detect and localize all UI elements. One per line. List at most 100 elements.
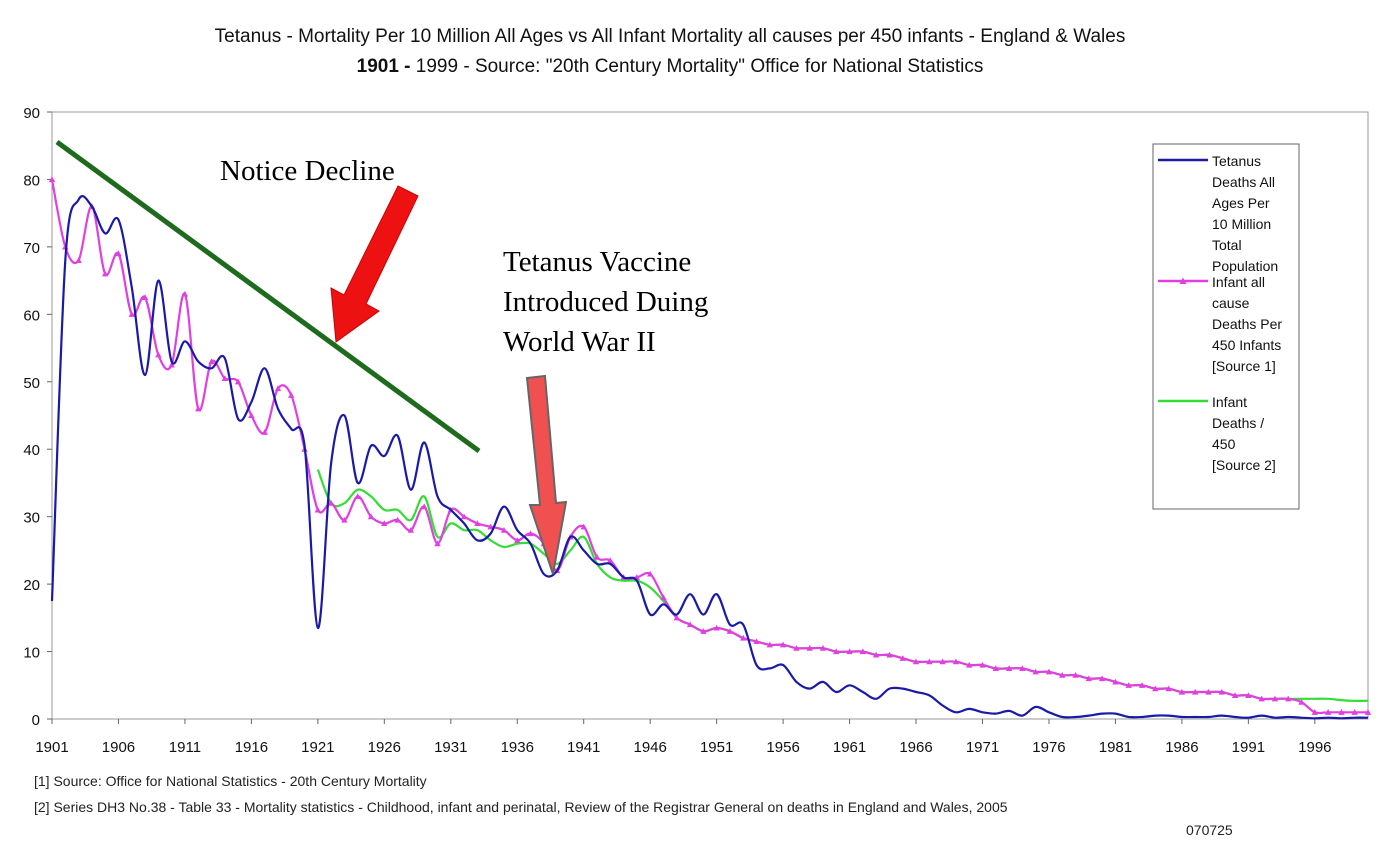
legend-label-line: Total	[1212, 237, 1242, 253]
data-point-marker	[181, 290, 189, 297]
arrows-group	[330, 185, 568, 575]
data-point-marker	[208, 358, 215, 365]
data-point-marker	[833, 648, 840, 655]
x-tick-label: 1961	[833, 739, 866, 756]
legend-label-line: Ages Per	[1212, 195, 1270, 211]
series-group	[48, 176, 1372, 720]
data-point-marker	[1178, 688, 1186, 695]
x-tick-label: 1951	[700, 739, 733, 756]
legend-label-line: Deaths All	[1212, 174, 1275, 190]
x-tick-label: 1981	[1099, 739, 1132, 756]
x-tick-label: 1996	[1298, 739, 1331, 756]
data-point-marker	[593, 553, 601, 560]
data-point-marker	[992, 665, 999, 671]
data-point-marker	[514, 537, 521, 543]
data-point-marker	[1191, 688, 1199, 695]
data-point-marker	[607, 557, 614, 564]
legend: Tetanus Deaths All Ages Per 10 Million Total…	[1152, 143, 1300, 510]
x-tick-label: 1901	[35, 739, 68, 756]
data-point-marker	[686, 621, 694, 628]
subtitle-bold: 1901 -	[356, 56, 411, 77]
data-point-marker	[101, 270, 109, 277]
x-tick-label: 1986	[1165, 739, 1198, 756]
y-tick-label: 80	[23, 172, 40, 189]
y-tick-label: 60	[23, 307, 40, 324]
data-point-marker	[713, 624, 720, 631]
legend-label-line: [Source 2]	[1212, 457, 1276, 473]
legend-label-line: 450 Infants	[1212, 337, 1281, 353]
x-tick-label: 1946	[633, 739, 666, 756]
data-point-marker	[766, 641, 774, 648]
annotation-vaccine-line: Tetanus Vaccine	[503, 246, 691, 278]
data-point-marker	[1338, 709, 1345, 715]
data-point-marker	[1285, 695, 1292, 702]
legend-label-line: Infant all	[1212, 274, 1265, 290]
data-point-marker	[886, 651, 893, 658]
data-point-marker	[314, 506, 322, 513]
data-point-marker	[1165, 685, 1172, 692]
data-point-marker	[779, 641, 787, 648]
x-tick-label: 1916	[235, 739, 268, 756]
data-point-marker	[407, 526, 415, 533]
data-point-marker	[1045, 668, 1053, 675]
axes: 1901 1906 1911 1916 1921 1926 1931 1936 1941 1946…	[23, 105, 1331, 756]
legend-label-line: Tetanus	[1212, 153, 1261, 169]
data-point-marker	[1059, 671, 1066, 678]
data-point-marker	[1271, 695, 1279, 702]
data-point-marker	[1231, 692, 1239, 698]
data-point-marker	[1125, 682, 1132, 688]
x-tick-label: 1936	[501, 739, 534, 756]
data-point-marker	[261, 429, 268, 435]
data-point-marker	[1311, 709, 1319, 715]
legend-marker	[1179, 277, 1187, 284]
data-point-marker	[327, 499, 335, 506]
data-point-marker	[646, 570, 654, 577]
data-point-marker	[660, 594, 667, 601]
x-tick-label: 1956	[766, 739, 799, 756]
x-tick-label: 1966	[899, 739, 932, 756]
y-tick-label: 40	[23, 442, 40, 459]
data-point-marker	[487, 523, 494, 530]
data-point-marker	[700, 628, 707, 634]
data-point-marker	[1005, 665, 1013, 671]
x-tick-label: 1911	[169, 739, 201, 756]
y-tick-label: 10	[23, 645, 40, 662]
data-point-marker	[846, 648, 853, 655]
annotation-vaccine-line: Introduced Duing	[503, 286, 708, 318]
y-tick-label: 20	[23, 577, 40, 594]
data-point-marker	[274, 385, 282, 392]
x-tick-label: 1991	[1232, 739, 1265, 756]
data-point-marker	[1245, 692, 1252, 698]
data-point-marker	[421, 503, 428, 510]
legend-label-line: Population	[1212, 258, 1278, 274]
data-point-marker	[1205, 688, 1212, 695]
y-tick-label: 90	[23, 105, 40, 122]
decline-trend-line	[55, 139, 481, 454]
data-point-marker	[1218, 688, 1225, 695]
x-tick-label: 1906	[102, 739, 135, 756]
legend-label-line: Deaths /	[1212, 415, 1264, 431]
data-point-marker	[115, 250, 122, 257]
x-tick-label: 1941	[567, 739, 600, 756]
chart-title: Tetanus - Mortality Per 10 Million All A…	[214, 26, 1126, 47]
data-point-marker	[726, 628, 734, 634]
data-point-marker	[966, 661, 973, 668]
data-point-marker	[753, 638, 760, 644]
vaccine-arrow	[525, 374, 568, 575]
legend-label-line: Infant	[1212, 394, 1247, 410]
legend-label-line: 450	[1212, 436, 1236, 452]
data-point-marker	[979, 661, 986, 668]
y-tick-label: 70	[23, 240, 40, 257]
data-point-marker	[1032, 668, 1039, 675]
data-point-marker	[527, 530, 534, 537]
data-point-marker	[806, 644, 813, 651]
data-point-marker	[48, 176, 56, 183]
legend-label-line: 10 Million	[1212, 216, 1271, 232]
y-tick-label: 30	[23, 510, 40, 527]
data-point-marker	[819, 644, 827, 651]
trend-line-group	[55, 139, 481, 454]
data-point-marker	[740, 634, 747, 641]
legend-label-line: [Source 1]	[1212, 358, 1276, 374]
legend-label-line: Deaths Per	[1212, 316, 1282, 332]
